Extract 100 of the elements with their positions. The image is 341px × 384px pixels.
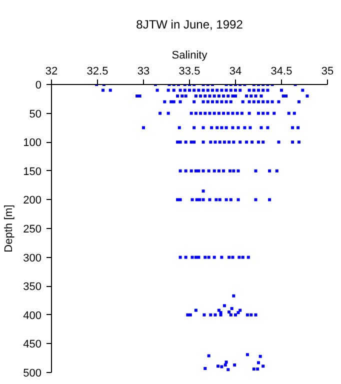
x-tick-label: 33	[137, 66, 150, 78]
point	[194, 308, 198, 312]
point	[241, 100, 244, 104]
point	[222, 169, 226, 172]
chart-title: 8JTW in June, 1992	[136, 18, 244, 32]
point	[246, 256, 250, 259]
point	[209, 140, 212, 144]
point	[231, 94, 234, 98]
point	[188, 88, 191, 92]
point	[208, 112, 212, 115]
point	[220, 100, 224, 104]
point	[224, 88, 228, 92]
point	[202, 126, 205, 130]
point	[214, 313, 217, 316]
point	[292, 112, 296, 115]
point	[236, 198, 240, 202]
point	[240, 112, 244, 115]
point	[231, 126, 234, 130]
point	[248, 112, 251, 115]
point	[176, 198, 180, 202]
point	[212, 256, 216, 259]
point	[188, 313, 192, 316]
point	[270, 100, 274, 104]
point	[194, 112, 198, 115]
point	[232, 140, 236, 144]
point	[287, 112, 290, 115]
point	[291, 126, 294, 130]
point	[228, 169, 232, 172]
point	[233, 364, 236, 367]
point	[229, 88, 232, 92]
point	[178, 100, 182, 104]
point	[156, 88, 159, 92]
point	[163, 100, 166, 104]
point	[178, 88, 182, 92]
point	[250, 140, 254, 144]
point	[216, 100, 219, 104]
point	[231, 256, 234, 259]
point	[207, 256, 210, 259]
x-tick-label: 35	[321, 66, 334, 78]
point	[199, 94, 202, 98]
point	[246, 313, 249, 316]
point	[306, 94, 309, 98]
point	[202, 313, 206, 316]
point	[184, 94, 188, 98]
point	[277, 140, 280, 144]
point	[204, 256, 207, 259]
y-tick-label: 500	[23, 368, 42, 380]
y-tick-label: 350	[23, 281, 42, 294]
point	[216, 88, 219, 92]
point	[234, 313, 237, 316]
point	[202, 190, 205, 193]
point	[198, 198, 202, 202]
point	[280, 88, 283, 92]
point	[243, 126, 246, 130]
point	[297, 100, 300, 104]
point	[207, 354, 210, 358]
point	[262, 140, 265, 144]
y-tick-label: 50	[29, 108, 42, 120]
point	[229, 198, 232, 202]
point	[262, 112, 265, 115]
point	[262, 88, 265, 92]
point	[257, 88, 260, 92]
point	[202, 88, 205, 92]
point	[183, 88, 186, 92]
point	[136, 94, 139, 98]
point	[178, 256, 182, 259]
point	[248, 88, 251, 92]
point	[216, 126, 219, 130]
point	[220, 88, 224, 92]
point	[262, 364, 265, 368]
point	[204, 366, 207, 370]
point	[257, 361, 260, 364]
point	[241, 256, 244, 259]
point	[212, 112, 216, 115]
point	[260, 94, 263, 98]
point	[236, 112, 239, 115]
point	[212, 94, 216, 98]
point	[176, 140, 180, 144]
point	[138, 94, 142, 98]
point	[236, 311, 240, 314]
point	[222, 94, 226, 98]
point	[180, 94, 184, 98]
point	[170, 100, 173, 104]
point	[232, 294, 236, 298]
point	[199, 112, 202, 115]
point	[272, 112, 276, 115]
point	[229, 100, 232, 104]
point	[231, 112, 234, 115]
point	[218, 140, 222, 144]
point	[172, 88, 176, 92]
point	[268, 169, 272, 172]
point	[266, 112, 270, 115]
point	[192, 126, 196, 130]
point	[184, 169, 188, 172]
point	[224, 198, 228, 202]
point	[214, 140, 217, 144]
point	[197, 88, 200, 92]
point	[252, 100, 256, 104]
point	[297, 140, 300, 144]
point	[268, 198, 272, 202]
